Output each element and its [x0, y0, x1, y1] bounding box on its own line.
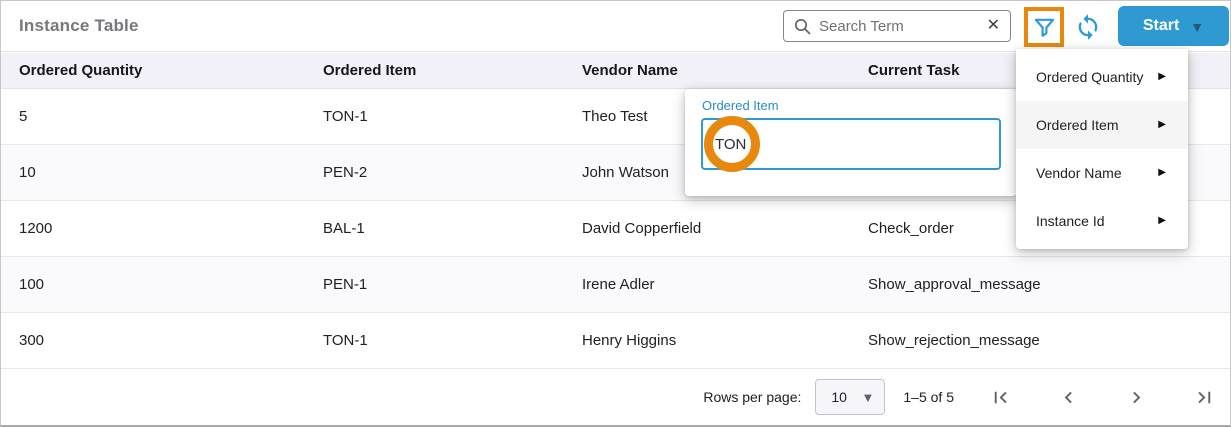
first-page-button[interactable]	[988, 385, 1012, 409]
previous-page-button[interactable]	[1056, 385, 1080, 409]
titlebar: Instance Table ✕ Start ▼	[1, 1, 1230, 52]
cell-ordered-item: PEN-1	[323, 276, 368, 293]
menu-item-ordered-quantity[interactable]: Ordered Quantity ▶	[1036, 69, 1166, 85]
column-header-current-task[interactable]: Current Task	[868, 62, 960, 79]
cell-ordered-quantity: 300	[19, 332, 45, 349]
cell-vendor-name: Irene Adler	[582, 276, 655, 293]
cell-vendor-name: Theo Test	[582, 108, 648, 125]
column-header-vendor-name[interactable]: Vendor Name	[582, 62, 678, 79]
cell-current-task: Show_approval_message	[868, 276, 1041, 293]
cell-ordered-quantity: 1200	[19, 220, 53, 237]
menu-item-instance-id[interactable]: Instance Id ▶	[1036, 213, 1166, 229]
cell-ordered-item: TON-1	[323, 332, 368, 349]
cell-ordered-quantity: 100	[19, 276, 45, 293]
cell-vendor-name: John Watson	[582, 164, 669, 181]
start-button[interactable]: Start ▼	[1118, 6, 1229, 46]
cell-current-task: Check_order	[868, 220, 954, 237]
cell-ordered-item: TON-1	[323, 108, 368, 125]
refresh-icon	[1078, 14, 1098, 40]
column-header-ordered-item[interactable]: Ordered Item	[323, 62, 417, 79]
filter-funnel-icon	[1034, 18, 1054, 37]
table-row[interactable]: 100 PEN-1 Irene Adler Show_approval_mess…	[1, 257, 1230, 313]
page-title: Instance Table	[19, 16, 139, 35]
chevron-right-icon	[1132, 391, 1140, 403]
rows-per-page-label: Rows per page:	[703, 389, 802, 405]
filter-value-input[interactable]	[701, 118, 1001, 170]
rows-per-page-select[interactable]: 10 ▼	[815, 379, 886, 415]
cell-ordered-quantity: 10	[19, 164, 36, 181]
rows-per-page-value: 10	[831, 389, 847, 405]
cell-ordered-item: BAL-1	[323, 220, 365, 237]
first-page-icon	[994, 391, 1007, 403]
menu-item-vendor-name[interactable]: Vendor Name ▶	[1036, 165, 1166, 181]
refresh-button[interactable]	[1073, 12, 1103, 42]
search-box[interactable]: ✕	[783, 10, 1011, 42]
cell-current-task: Show_rejection_message	[868, 332, 1040, 349]
table-row[interactable]: 300 TON-1 Henry Higgins Show_rejection_m…	[1, 313, 1230, 369]
submenu-arrow-icon: ▶	[1158, 119, 1166, 130]
next-page-button[interactable]	[1124, 385, 1148, 409]
start-button-label: Start	[1142, 17, 1180, 34]
submenu-arrow-icon: ▶	[1158, 167, 1166, 178]
cell-vendor-name: David Copperfield	[582, 220, 702, 237]
cell-ordered-item: PEN-2	[323, 164, 368, 181]
last-page-icon	[1197, 391, 1210, 403]
submenu-arrow-icon: ▶	[1158, 71, 1166, 82]
pagination-range-label: 1–5 of 5	[903, 389, 954, 405]
cell-ordered-quantity: 5	[19, 108, 28, 125]
start-caret-down-icon: ▼	[1190, 19, 1205, 35]
filter-value-popup: Ordered Item	[685, 89, 1017, 196]
last-page-button[interactable]	[1192, 385, 1216, 409]
clear-search-icon[interactable]: ✕	[986, 17, 1000, 34]
pagination-controls	[988, 385, 1216, 409]
table-footer: Rows per page: 10 ▼ 1–5 of 5	[1, 369, 1230, 425]
filter-field-label: Ordered Item	[702, 98, 779, 113]
select-caret-down-icon: ▼	[861, 389, 875, 405]
search-icon	[794, 18, 811, 34]
filter-column-menu: Ordered Quantity ▶ Ordered Item ▶ Vendor…	[1016, 49, 1188, 249]
submenu-arrow-icon: ▶	[1158, 215, 1166, 226]
menu-item-ordered-item[interactable]: Ordered Item ▶	[1016, 101, 1188, 149]
column-header-ordered-quantity[interactable]: Ordered Quantity	[19, 62, 143, 79]
chevron-left-icon	[1064, 391, 1072, 403]
search-input[interactable]	[819, 17, 981, 35]
filter-button[interactable]	[1033, 16, 1056, 39]
filter-button-annotation-box	[1024, 7, 1064, 47]
cell-vendor-name: Henry Higgins	[582, 332, 677, 349]
